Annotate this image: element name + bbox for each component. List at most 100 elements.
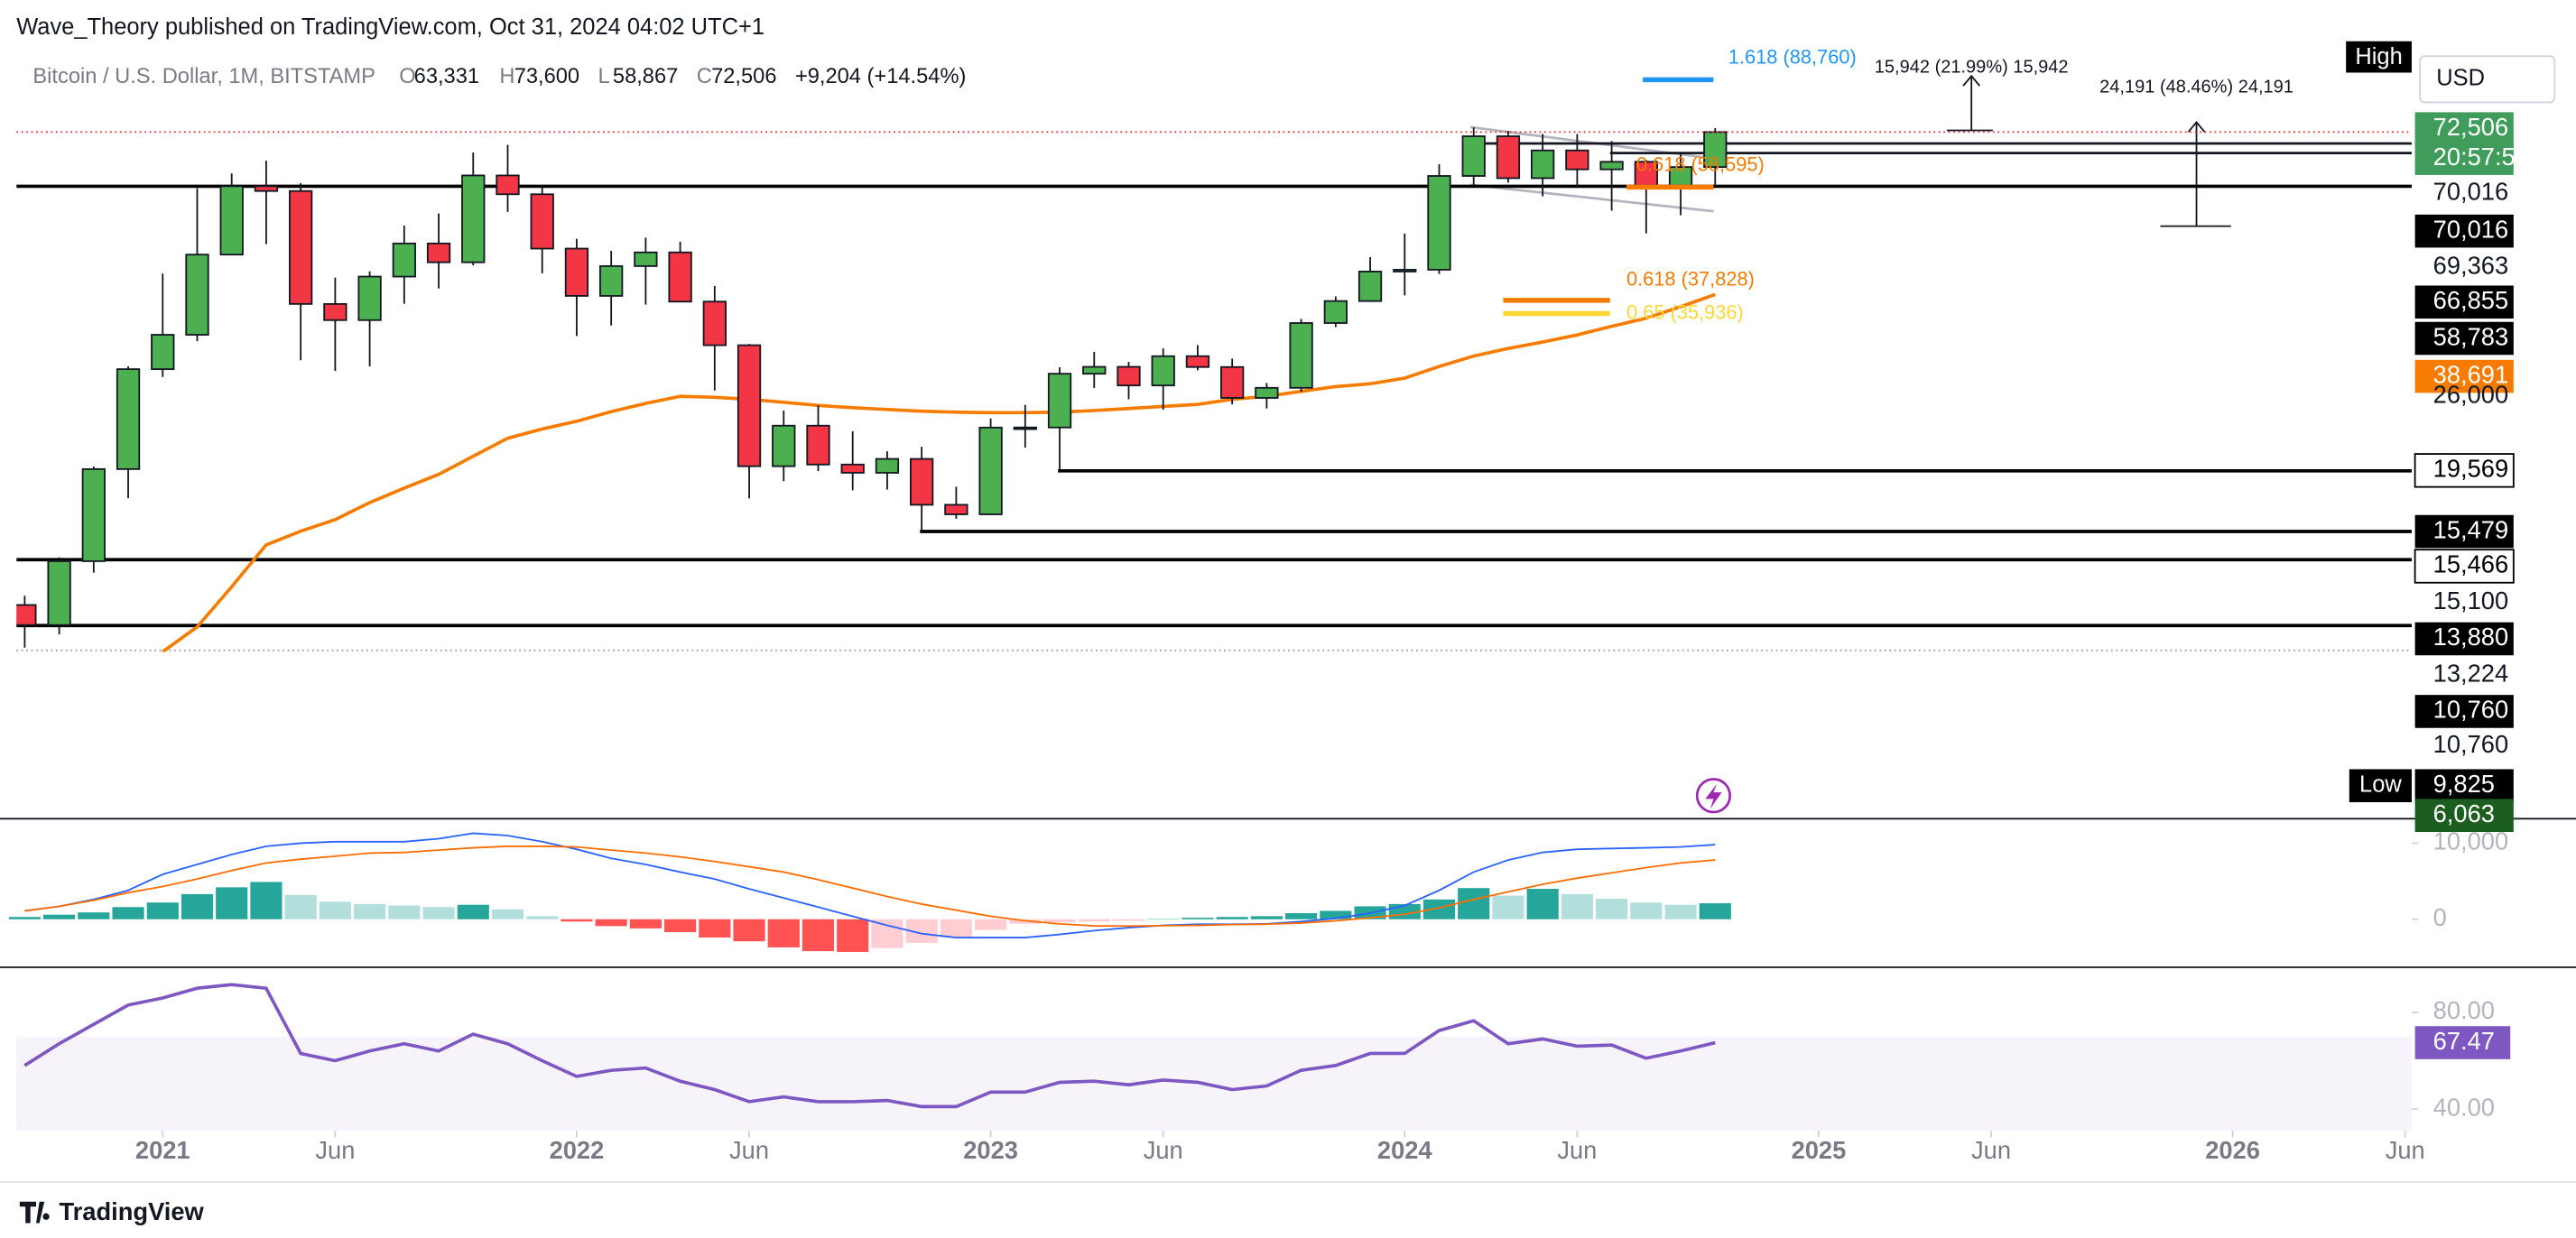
macd-histogram-bar	[354, 903, 386, 919]
x-tick-label: 2022	[550, 1136, 605, 1164]
ohlc-value: 63,331	[414, 65, 479, 88]
macd-histogram-bar	[767, 919, 800, 947]
x-tick-label: Jun	[729, 1136, 769, 1164]
candle-body	[219, 185, 244, 256]
macd-histogram-bar	[78, 912, 110, 919]
candle-body	[944, 504, 968, 515]
macd-histogram-bar	[1216, 917, 1248, 919]
x-tick-label: Jun	[2386, 1136, 2425, 1164]
candle-body	[1151, 355, 1175, 387]
price-label-box	[2414, 359, 2514, 393]
alert-icon-bolt	[1705, 783, 1722, 809]
candle-body	[634, 251, 658, 267]
macd-histogram-bar	[1526, 889, 1559, 919]
macd-histogram-bar	[1078, 919, 1110, 922]
ohlc-key: C	[697, 65, 712, 88]
macd-histogram-bar	[1043, 919, 1076, 923]
price-pane	[16, 127, 2412, 652]
candle-body	[806, 424, 830, 466]
price-label-box	[2414, 622, 2514, 656]
macd-histogram-bar	[491, 909, 524, 919]
macd-histogram-bar	[1422, 899, 1456, 919]
macd-histogram-bar	[1250, 916, 1283, 919]
candle-body	[1634, 161, 1658, 187]
macd-histogram-bar	[216, 887, 248, 919]
macd-histogram-bar	[871, 919, 903, 948]
ohlc-value: 58,867	[613, 65, 678, 88]
ohlc-key: H	[499, 65, 514, 88]
x-tick-label: 2025	[1792, 1136, 1847, 1164]
ema-line	[162, 292, 1716, 652]
price-label: 66,855	[2433, 286, 2508, 314]
measure-label: 24,191 (48.46%) 24,191	[2099, 77, 2293, 97]
rsi-value-label: 67.47	[2433, 1027, 2495, 1055]
macd-histogram-bar	[319, 901, 351, 919]
macd-histogram-bar	[526, 916, 559, 919]
candle-body	[1531, 149, 1555, 180]
macd-histogram-bar	[561, 919, 593, 922]
y-tick-label: 40.00	[2433, 1093, 2495, 1121]
rsi-value-box	[2414, 1026, 2511, 1059]
candle-body	[1047, 373, 1072, 429]
candle-body	[1117, 365, 1141, 387]
fib-label: 1.618 (88,760)	[1728, 45, 1857, 68]
candle-body	[392, 242, 416, 278]
candle-body	[910, 457, 934, 506]
macd-histogram-bar	[1630, 902, 1663, 919]
x-tick-label: 2021	[135, 1136, 190, 1164]
price-label: 26,000	[2433, 380, 2508, 408]
macd-histogram-bar	[1458, 888, 1490, 919]
ohlc-key: O	[399, 65, 415, 88]
candle-body	[1323, 300, 1348, 324]
brand-logo	[19, 1201, 50, 1224]
x-tick-label: 2023	[963, 1136, 1018, 1164]
macd-histogram-bar	[940, 919, 972, 938]
currency-button[interactable]	[2419, 55, 2556, 104]
fib-label: 0.65 (35,936)	[1626, 300, 1744, 323]
price-label: 69,363	[2433, 252, 2508, 280]
macd-histogram-bar	[1112, 919, 1145, 921]
price-label-box	[2414, 321, 2514, 356]
macd-histogram-bar	[837, 919, 869, 952]
price-label: 15,100	[2433, 587, 2508, 614]
candle-body	[1013, 426, 1037, 430]
price-label: 58,783	[2433, 322, 2508, 350]
price-label-box	[2414, 695, 2514, 728]
high-button[interactable]	[2346, 41, 2412, 73]
x-tick-label: Jun	[1144, 1136, 1183, 1164]
candle-body	[564, 247, 589, 297]
candle-body	[1289, 322, 1313, 389]
price-label: 70,016	[2433, 215, 2508, 243]
candle-body	[1220, 365, 1245, 399]
candle-body	[1082, 365, 1107, 375]
currency-label: USD	[2436, 66, 2485, 91]
macd-histogram-bar	[146, 902, 179, 919]
price-label-box	[2414, 799, 2514, 832]
ohlc-key: L	[598, 65, 610, 88]
price-label: 15,466	[2433, 550, 2508, 578]
candle-body	[1496, 135, 1521, 180]
macd-histogram-bar	[1285, 913, 1318, 919]
candle-body	[1461, 135, 1486, 177]
candle-body	[1599, 161, 1624, 171]
x-tick-label: 2024	[1377, 1136, 1432, 1164]
price-label: 13,880	[2433, 623, 2508, 651]
price-label: 72,506	[2433, 113, 2508, 141]
candle-body	[737, 344, 762, 467]
low-tag: Low	[2359, 771, 2402, 797]
macd-histogram-bar	[43, 914, 76, 919]
ohlc-value: 73,600	[514, 65, 579, 88]
macd-histogram-bar	[181, 893, 214, 919]
measure-label: 15,942 (21.99%) 15,942	[1875, 57, 2069, 77]
price-label: 38,691	[2433, 360, 2508, 388]
macd-histogram-bar	[422, 907, 455, 919]
price-label: 19,569	[2433, 455, 2508, 483]
y-tick-label: 10,000	[2433, 827, 2508, 855]
fib-label: 0.618 (37,828)	[1626, 268, 1755, 291]
price-label-box	[2414, 214, 2514, 248]
symbol: Bitcoin / U.S. Dollar, 1M, BITSTAMP	[32, 65, 375, 88]
macd-histogram-bar	[664, 919, 697, 933]
y-tick-label: 80.00	[2433, 996, 2495, 1024]
candle-body	[357, 275, 382, 321]
